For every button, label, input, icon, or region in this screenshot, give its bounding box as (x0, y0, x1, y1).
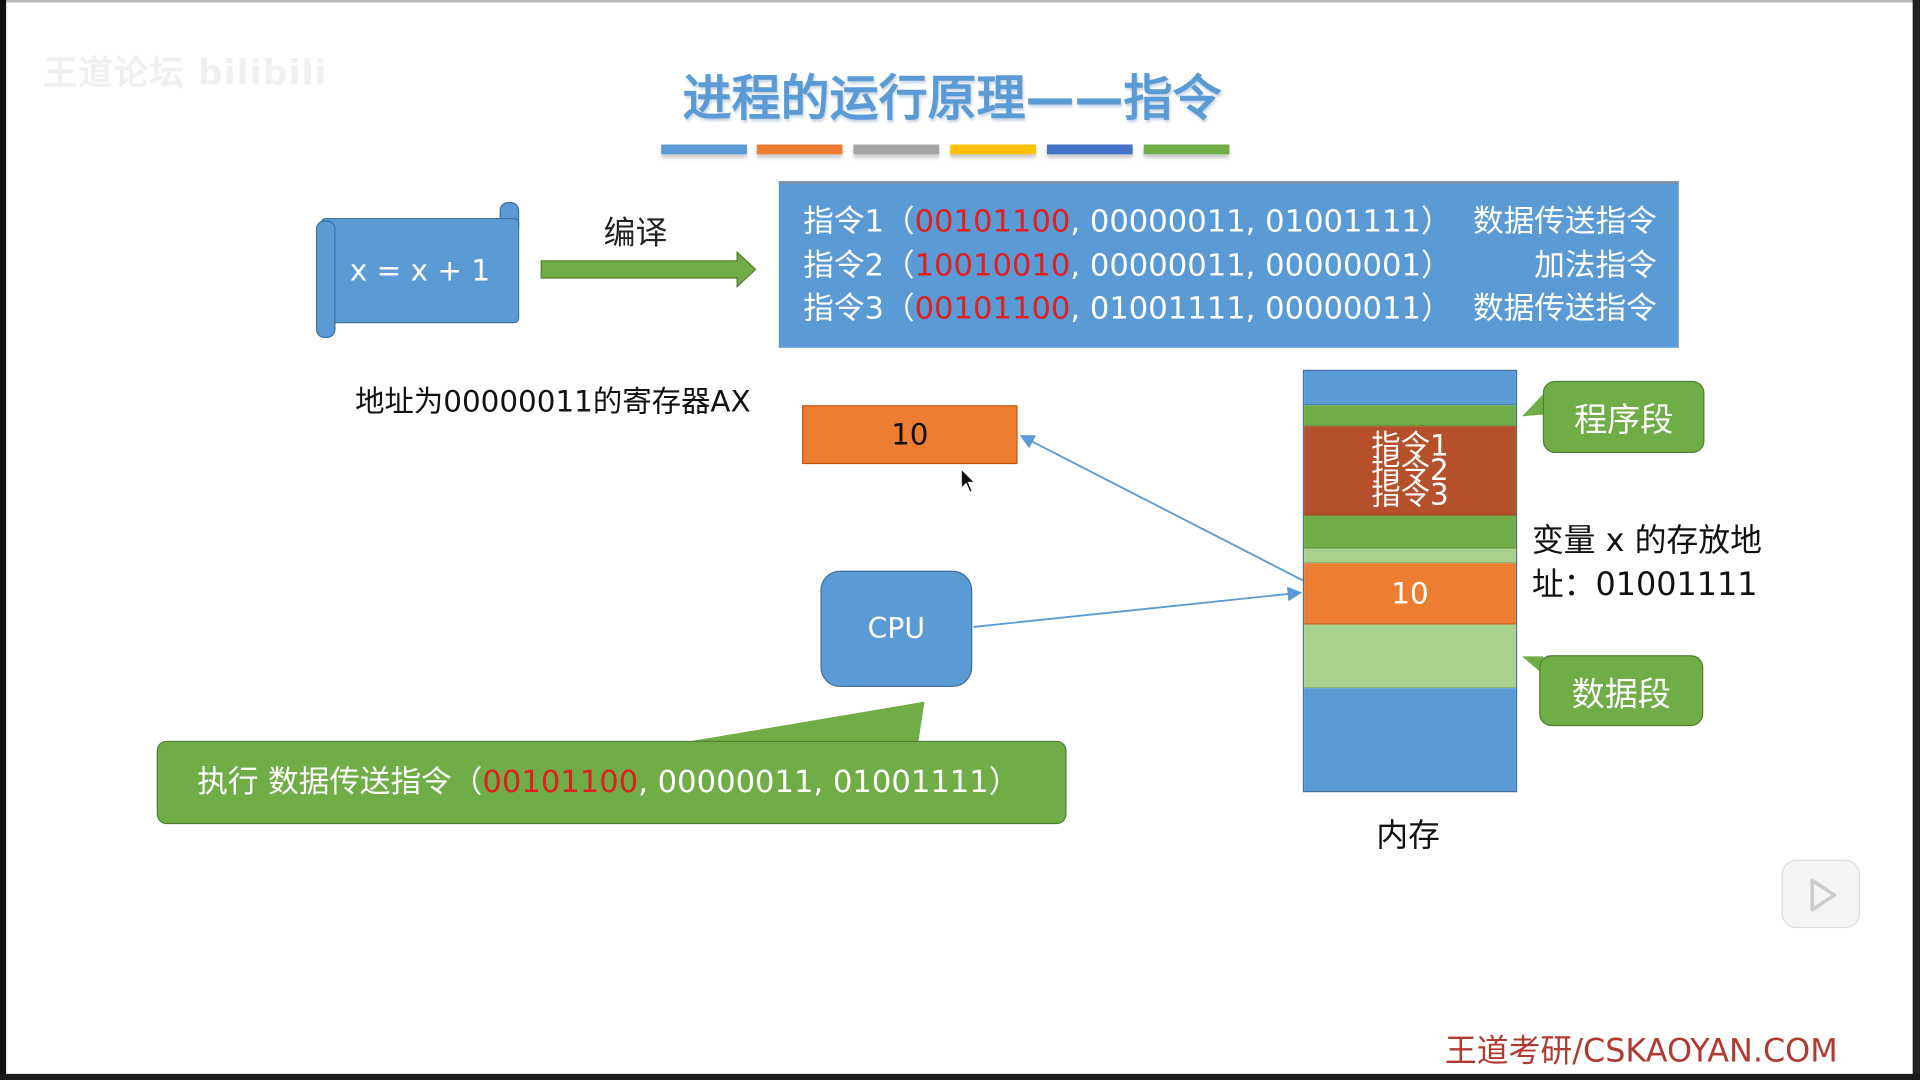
memory-label: 内存 (1376, 817, 1441, 855)
callout-tail (685, 701, 925, 743)
color-bar (661, 144, 747, 155)
data-segment-callout: 数据段 (1539, 655, 1704, 727)
scroll-curl (315, 220, 336, 338)
compile-label: 编译 (603, 215, 668, 253)
frame-left (0, 0, 7, 1080)
instruction-list: 指令1（00101100, 00000011, 01001111） 数据传送指令… (778, 181, 1679, 348)
compile-arrow (540, 251, 757, 288)
cpu-to-memory-arrow (973, 586, 1303, 628)
color-bar (1046, 144, 1133, 155)
memory-free-bottom (1304, 688, 1516, 792)
memory-free-top (1304, 371, 1516, 406)
memory-variable-x: 10 (1304, 563, 1516, 625)
memory-to-register-arrow (1019, 435, 1304, 582)
memory-data-pad (1304, 548, 1516, 564)
frame-top (0, 0, 1920, 3)
register-label: 地址为00000011的寄存器AX (355, 384, 751, 419)
frame-right (1912, 0, 1920, 1080)
instruction-row: 指令2（10010010, 00000011, 00000001） 加法指令 (803, 247, 1657, 283)
brand-watermark: 王道考研/CSKAOYAN.COM (1444, 1033, 1838, 1071)
memory-program-pad (1304, 515, 1516, 549)
color-bar (1143, 144, 1230, 155)
instruction-row: 指令3（00101100, 01001111, 00000011） 数据传送指令 (803, 290, 1657, 326)
color-bar (853, 144, 940, 155)
variable-address-label: 变量 x 的存放地 址：01001111 (1531, 522, 1762, 604)
instruction-row: 指令1（00101100, 00000011, 01001111） 数据传送指令 (803, 203, 1657, 239)
frame-bottom (0, 1073, 1920, 1080)
program-segment-callout: 程序段 (1542, 380, 1705, 454)
bilibili-play-icon[interactable] (1781, 859, 1861, 929)
cpu-block: CPU (820, 570, 973, 687)
execute-callout: 执行 数据传送指令（00101100, 00000011, 01001111） (156, 740, 1067, 825)
memory-program-pad (1304, 405, 1516, 427)
slide-title: 进程的运行原理——指令 (682, 71, 1222, 128)
color-bar (756, 144, 843, 155)
source-code: x = x + 1 (349, 253, 491, 288)
mouse-pointer-icon (960, 467, 977, 494)
memory-instructions: 指令1 指令2 指令3 (1304, 426, 1516, 516)
source-code-scroll: x = x + 1 (320, 217, 520, 324)
register-ax: 10 (802, 405, 1018, 465)
memory-data-pad (1304, 624, 1516, 689)
watermark: 王道论坛 bilibili (42, 52, 328, 94)
color-bar (950, 144, 1036, 155)
memory-column: 指令1 指令2 指令3 10 (1302, 369, 1518, 793)
